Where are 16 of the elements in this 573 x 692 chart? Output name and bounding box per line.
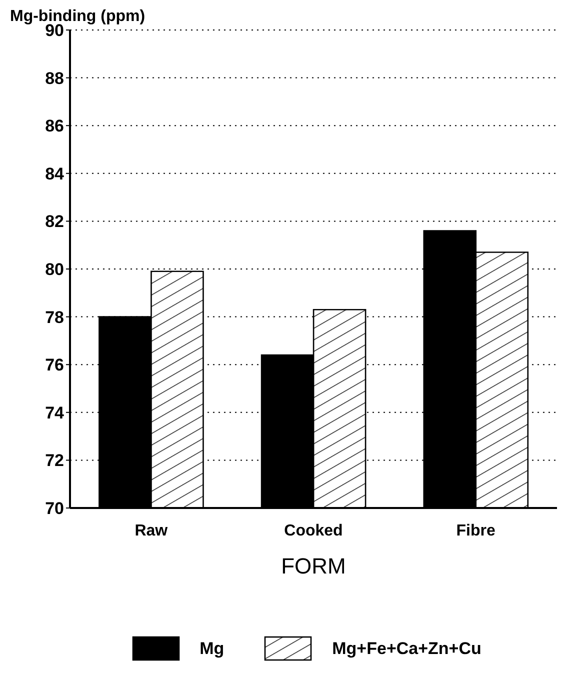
y-tick-label: 86: [45, 116, 64, 136]
x-tick-label: Raw: [134, 522, 168, 540]
legend-label: Mg+Fe+Ca+Zn+Cu: [332, 638, 482, 658]
x-tick-label: Fibre: [456, 522, 496, 540]
y-tick-label: 88: [45, 68, 64, 88]
y-tick-label: 72: [45, 451, 64, 470]
y-tick-label: 78: [45, 308, 64, 327]
x-tick-label: Cooked: [284, 522, 343, 540]
y-tick-label: 82: [45, 212, 64, 232]
y-tick-label: 76: [45, 356, 64, 375]
y-tick-label: 80: [45, 260, 64, 280]
y-tick-label: 74: [45, 403, 65, 422]
x-axis-title: FORM: [281, 554, 346, 579]
y-tick-label: 70: [45, 499, 64, 518]
y-tick-label: 84: [45, 164, 65, 184]
legend-label: Mg: [200, 638, 224, 658]
